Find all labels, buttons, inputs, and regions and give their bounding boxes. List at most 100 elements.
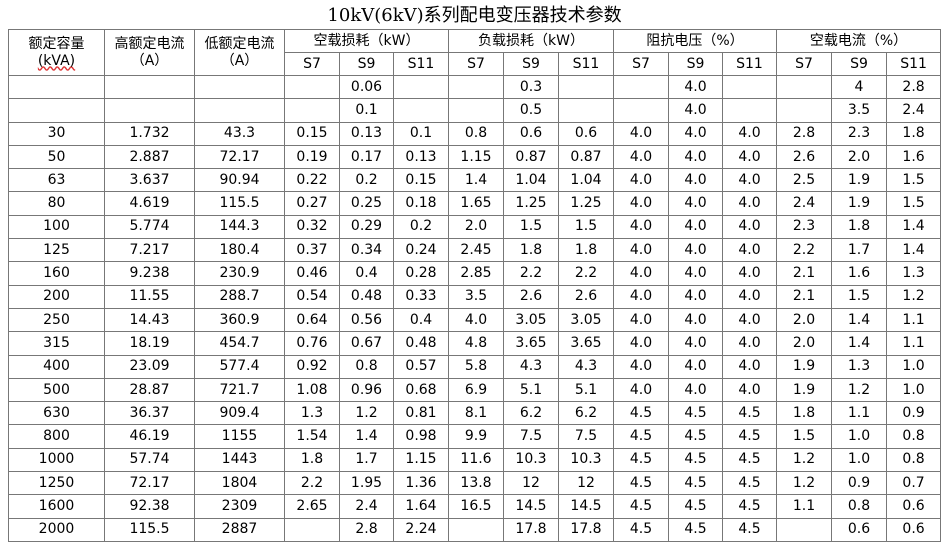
cell: 1.0: [885, 354, 942, 379]
cell-text: 1.3: [300, 404, 324, 421]
cell-text: 4.0: [684, 148, 707, 165]
cell-text: 180.4: [219, 241, 260, 258]
cell-text: 1.9: [847, 195, 871, 212]
cell: 0.9: [831, 471, 887, 496]
cell: [8, 74, 105, 100]
cell: [776, 74, 832, 100]
cell-text: 4.0: [684, 265, 707, 282]
cell: 1.4: [831, 331, 887, 356]
spec-table: 10kV(6kV)系列配电变压器技术参数 额定容量 (kVA) 高额定电流 （A） 低额定…: [8, 2, 942, 542]
cell: 0.4: [393, 307, 449, 333]
cell: 1.7: [831, 238, 887, 263]
cell: 0.29: [339, 214, 394, 240]
cell-text: 低额定电流: [204, 35, 275, 52]
cell-text: 4.0: [738, 218, 761, 235]
cell: 1.3: [885, 261, 942, 286]
cell-text: 4.0: [629, 358, 653, 375]
cell-text: 4.0: [684, 381, 707, 398]
data-row: 160 9.238 230.9 0.46 0.4 0.28 2.85 2.2 2.2 4.0 4.0…: [8, 261, 942, 286]
cell-text: 100: [43, 218, 70, 235]
cell: 2.0: [776, 331, 832, 356]
cell: 1.6: [885, 144, 942, 170]
cell: 0.06: [339, 74, 394, 100]
cell: 0.7: [885, 471, 942, 496]
cell-text: 4.0: [629, 311, 653, 328]
cell-text: 0.98: [405, 428, 437, 445]
cell: 4.0: [613, 168, 669, 193]
cell-text: 72.17: [129, 474, 170, 491]
cell-text: 630: [43, 404, 70, 421]
cell: 2.24: [393, 517, 449, 542]
cell: 4.619: [104, 191, 195, 216]
cell-text: 4.0: [738, 358, 761, 375]
cell: 1.8: [776, 401, 832, 426]
cell-text: 1.5: [792, 428, 816, 445]
cell-text: （A）: [220, 52, 259, 69]
cell-text: 4.0: [684, 334, 707, 351]
cell: 2887: [194, 517, 285, 542]
data-row: 30 1.732 43.3 0.15 0.13 0.1 0.8 0.6 0.6 4.0 4.0 4.0…: [8, 121, 942, 146]
cell-text: 1.732: [129, 125, 170, 142]
cell: 57.74: [104, 447, 195, 473]
header-cell: 高额定电流 （A）: [104, 29, 195, 76]
cell: 17.8: [503, 517, 559, 542]
cell-text: 2.5: [792, 171, 816, 188]
cell: 4.5: [668, 447, 723, 473]
cell-text: 4.0: [629, 288, 653, 305]
cell-text: 9.9: [464, 428, 488, 445]
cell: [776, 517, 832, 542]
cell: 250: [8, 307, 105, 333]
cell-text: 1.4: [847, 311, 871, 328]
cell: 4.0: [613, 238, 669, 263]
cell-text: 0.33: [405, 288, 437, 305]
cell-text: 2.8: [355, 521, 378, 538]
cell-text: 0.32: [296, 218, 328, 235]
cell: 1.5: [885, 168, 942, 193]
cell-text: 1.4: [847, 334, 871, 351]
cell-text: 1.8: [847, 218, 871, 235]
cell-text: S9: [850, 55, 868, 72]
cell-text: 2.0: [847, 148, 871, 165]
cell: 2.6: [776, 144, 832, 170]
subheader-cell: S9: [831, 52, 887, 76]
cell-text: 1.25: [570, 195, 602, 212]
cell: 1.2: [776, 447, 832, 473]
cell: 2.4: [339, 494, 394, 519]
data-row: 400 23.09 577.4 0.92 0.8 0.57 5.8 4.3 4.3 4.0 4.0 4…: [8, 354, 942, 379]
cell: 2.5: [776, 168, 832, 193]
cell: 4.5: [668, 401, 723, 426]
cell: 0.96: [339, 377, 394, 403]
cell: 0.27: [284, 191, 340, 216]
cell: 4.3: [558, 354, 614, 379]
cell-text: 4.0: [684, 125, 707, 142]
subheader-cell: S11: [393, 52, 449, 76]
cell: 4.0: [448, 307, 504, 333]
cell: 4.0: [722, 307, 777, 333]
cell: 315: [8, 331, 105, 356]
cell-text: 7.5: [574, 428, 598, 445]
header-cell: 额定容量 (kVA): [8, 29, 105, 76]
cell: 1.5: [558, 214, 614, 240]
cell: 0.56: [339, 307, 394, 333]
cell-text: 11.6: [460, 451, 492, 468]
cell: 1.0: [831, 447, 887, 473]
cell-text: 4.0: [629, 171, 653, 188]
cell: 0.9: [885, 401, 942, 426]
cell: 2.0: [776, 307, 832, 333]
cell-text: 0.9: [902, 404, 925, 421]
cell-text: S9: [522, 55, 540, 72]
cell-text: 2.2: [300, 474, 324, 491]
cell-text: 0.9: [847, 474, 871, 491]
cell: 0.5: [503, 98, 559, 123]
cell-text: 5.1: [574, 381, 598, 398]
cell-text: 1.15: [405, 451, 437, 468]
cell-text: 4.0: [684, 218, 707, 235]
cell-text: 72.17: [219, 148, 260, 165]
cell-text: 2.6: [574, 288, 598, 305]
cell: 1.04: [558, 168, 614, 193]
cell: 1.25: [558, 191, 614, 216]
cell-text: 0.28: [405, 265, 437, 282]
cell-text: 1.1: [792, 497, 816, 514]
cell: 0.87: [558, 144, 614, 170]
cell: 3.05: [503, 307, 559, 333]
